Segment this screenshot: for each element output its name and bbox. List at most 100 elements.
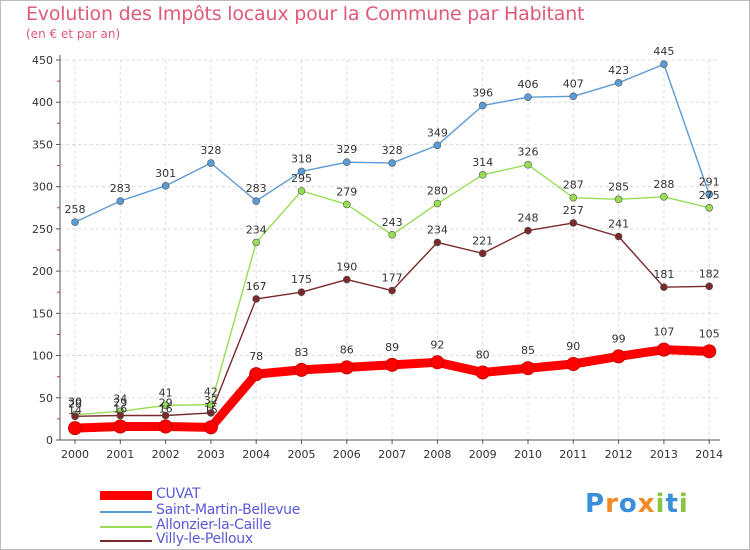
legend-item-allonzier-la-caille[interactable]: Allonzier-la-Caille [100,517,360,534]
data-point-villy-le-pelloux [614,232,623,241]
data-point-saint-martin-bellevue [252,197,261,205]
data-point-villy-le-pelloux [116,411,125,420]
legend-item-saint-martin-bellevue[interactable]: Saint-Martin-Bellevue [100,502,360,519]
data-label-saint-martin-bellevue: 328 [382,144,403,157]
x-tick-label: 2007 [378,448,406,461]
data-point-allonzier-la-caille [569,193,578,202]
data-label-allonzier-la-caille: 42 [204,386,218,399]
chart-title: Evolution des Impôts locaux pour la Comm… [26,3,585,25]
data-label-allonzier-la-caille: 295 [291,172,312,185]
data-label-villy-le-pelloux: 234 [427,223,448,236]
data-label-cuvat: 14 [68,404,82,417]
data-point-villy-le-pelloux [71,412,79,421]
data-label-cuvat: 90 [566,340,580,353]
data-point-villy-le-pelloux [388,286,396,295]
data-label-allonzier-la-caille: 288 [653,178,674,191]
data-point-cuvat [158,419,173,434]
y-tick-label: 400 [32,96,53,109]
legend-swatch [100,511,152,513]
data-point-saint-martin-bellevue [342,158,351,166]
y-tick-label: 150 [32,307,53,320]
data-label-villy-le-pelloux: 29 [159,397,173,410]
data-label-saint-martin-bellevue: 283 [246,182,267,195]
grid-lines [60,59,720,440]
data-label-villy-le-pelloux: 32 [204,394,218,407]
x-tick-label: 2009 [469,448,497,461]
data-label-saint-martin-bellevue: 258 [65,203,86,216]
data-label-saint-martin-bellevue: 349 [427,126,448,139]
data-point-allonzier-la-caille [161,401,170,410]
x-tick-label: 2005 [288,448,316,461]
data-point-cuvat [68,421,82,436]
data-point-saint-martin-bellevue [388,159,396,167]
data-label-villy-le-pelloux: 221 [472,234,493,247]
data-label-allonzier-la-caille: 243 [382,216,403,229]
data-label-villy-le-pelloux: 257 [563,204,584,217]
data-point-allonzier-la-caille [660,193,668,201]
data-label-allonzier-la-caille: 280 [427,185,448,198]
data-point-villy-le-pelloux [569,219,578,227]
logo-letter: r [605,489,619,519]
x-tick-label: 2014 [695,448,723,461]
x-tick-label: 2002 [152,448,180,461]
data-label-cuvat: 99 [612,332,626,345]
data-point-cuvat [702,344,717,359]
data-label-saint-martin-bellevue: 406 [518,78,539,91]
data-point-allonzier-la-caille [433,199,442,208]
data-label-cuvat: 83 [295,346,309,359]
logo-letter: i [655,489,666,519]
data-point-saint-martin-bellevue [161,182,170,190]
data-point-villy-le-pelloux [297,288,306,297]
data-label-allonzier-la-caille: 41 [159,386,173,399]
y-tick-label: 200 [32,265,53,278]
data-point-cuvat [249,367,264,382]
legend-item-villy-le-pelloux[interactable]: Villy-le-Pelloux [100,531,360,548]
data-point-allonzier-la-caille [478,171,487,179]
data-point-saint-martin-bellevue [207,159,215,167]
y-tick-label: 450 [32,54,53,67]
data-point-villy-le-pelloux [524,226,532,235]
data-label-villy-le-pelloux: 241 [608,217,629,230]
legend-item-cuvat[interactable]: CUVAT [100,486,360,503]
x-tick-label: 2006 [333,448,361,461]
data-label-allonzier-la-caille: 30 [68,396,82,409]
data-label-cuvat: 15 [204,403,218,416]
data-point-cuvat [611,349,626,364]
data-label-saint-martin-bellevue: 328 [200,144,221,157]
legend-label: Allonzier-la-Caille [156,517,272,533]
data-point-villy-le-pelloux [342,275,351,284]
data-label-villy-le-pelloux: 177 [382,272,403,285]
data-point-allonzier-la-caille [342,200,351,209]
data-label-allonzier-la-caille: 285 [608,180,629,193]
x-tick-label: 2000 [61,448,89,461]
data-label-cuvat: 107 [653,326,674,339]
data-label-allonzier-la-caille: 34 [113,392,127,405]
data-label-saint-martin-bellevue: 445 [653,45,674,58]
data-label-allonzier-la-caille: 326 [518,146,539,159]
data-label-allonzier-la-caille: 279 [336,185,357,198]
data-point-saint-martin-bellevue [433,141,442,150]
data-point-cuvat [656,342,671,357]
logo-letter: P [585,489,606,519]
data-label-saint-martin-bellevue: 329 [336,143,357,156]
data-point-allonzier-la-caille [705,203,714,212]
data-point-cuvat [475,365,490,380]
x-tick-label: 2004 [242,448,270,461]
legend-label: CUVAT [156,486,201,502]
data-label-villy-le-pelloux: 181 [653,268,674,281]
data-point-cuvat [294,362,309,377]
data-point-saint-martin-bellevue [478,101,487,110]
data-point-cuvat [385,357,400,372]
data-point-cuvat [430,355,445,370]
data-label-allonzier-la-caille: 287 [563,179,584,192]
legend-swatch [100,540,152,542]
legend-swatch [100,491,152,500]
legend-label: Villy-le-Pelloux [156,531,253,547]
data-label-villy-le-pelloux: 29 [113,397,127,410]
data-label-cuvat: 105 [699,327,720,340]
data-point-villy-le-pelloux [660,283,668,291]
data-point-villy-le-pelloux [252,295,261,303]
data-point-allonzier-la-caille [297,187,306,195]
chart-subtitle: (en € et par an) [26,27,121,41]
data-point-saint-martin-bellevue [569,92,578,101]
